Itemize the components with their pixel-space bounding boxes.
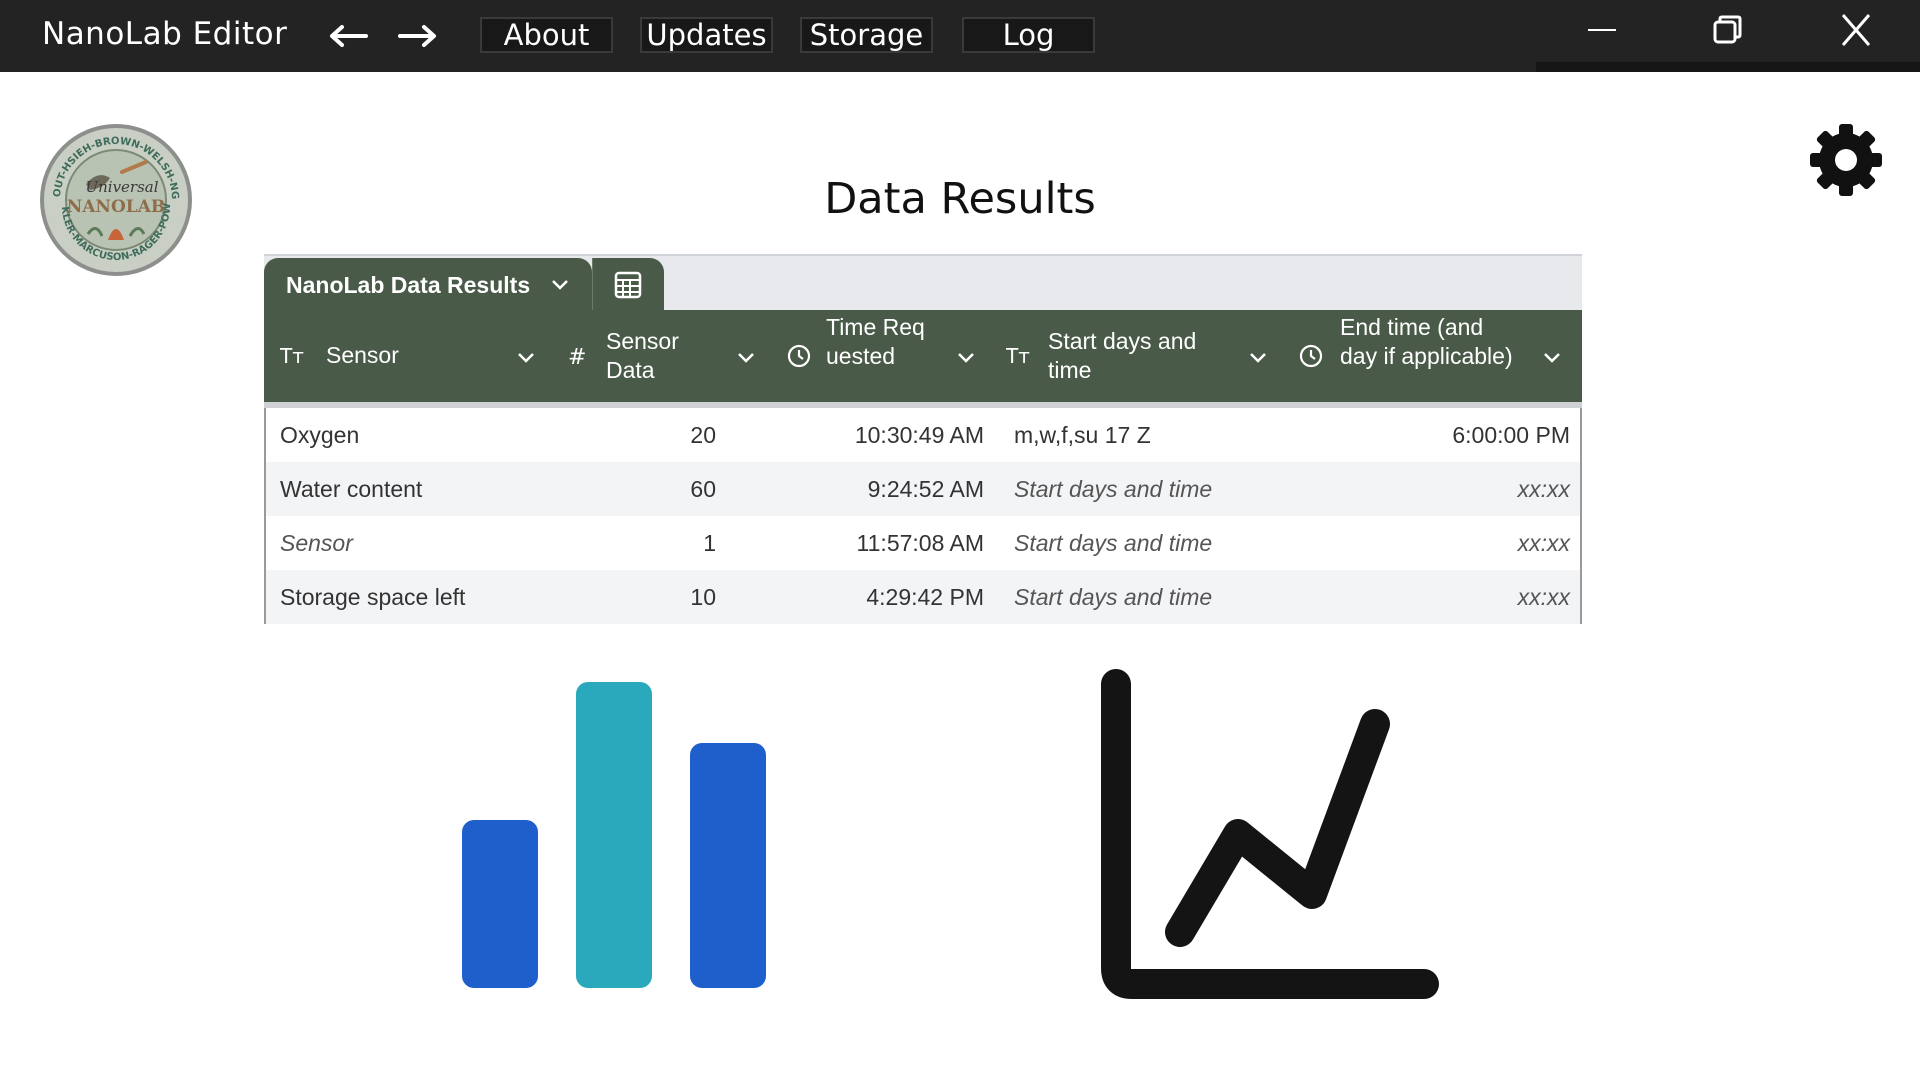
column-header-start-days[interactable]: Tт Start days and time xyxy=(992,310,1284,402)
cell-sensor: Storage space left xyxy=(280,584,466,610)
close-button[interactable] xyxy=(1832,12,1880,48)
cell-end-time: 6:00:00 PM xyxy=(1452,422,1570,448)
cell-sensor-data: 10 xyxy=(690,584,716,610)
cell-time-requested: 4:29:42 PM xyxy=(866,584,984,610)
arrow-right-icon xyxy=(398,25,436,47)
chevron-down-icon xyxy=(1250,353,1266,363)
back-button[interactable] xyxy=(326,20,370,52)
column-header-time-requested[interactable]: Time Requested xyxy=(772,310,992,402)
number-icon: # xyxy=(568,345,586,369)
restore-icon xyxy=(1713,15,1742,44)
chevron-down-icon xyxy=(518,353,534,363)
logo-nanolab-text: NANOLAB xyxy=(67,197,166,217)
column-header-sensor-data[interactable]: # Sensor Data xyxy=(552,310,772,402)
table-header-row: Tт Sensor # Sensor Data Time Requested T… xyxy=(264,310,1582,408)
bar-chart-icon-bar-2 xyxy=(576,682,652,988)
table-row[interactable]: Water content 60 9:24:52 AM Start days a… xyxy=(266,462,1580,516)
cell-sensor: Sensor xyxy=(280,530,353,556)
column-label: End time (and day if applicable) xyxy=(1340,314,1513,369)
minimize-button[interactable] xyxy=(1578,12,1626,48)
column-label: Start days and time xyxy=(1048,328,1197,383)
svg-text:Tт: Tт xyxy=(1006,344,1030,368)
cell-start-days: m,w,f,su 17 Z xyxy=(1014,422,1151,448)
bar-chart-icon-bar-3 xyxy=(690,743,766,988)
logo-universal-text: Universal xyxy=(85,178,158,196)
table-tab-bar: NanoLab Data Results xyxy=(264,254,1582,312)
svg-text:Tт: Tт xyxy=(280,344,304,368)
data-results-table: NanoLab Data Results Tт Sensor # Sensor … xyxy=(264,254,1582,630)
column-label: Sensor Data xyxy=(606,328,679,383)
menu-about[interactable]: About xyxy=(480,17,613,53)
cell-sensor-data: 60 xyxy=(690,476,716,502)
app-title: NanoLab Editor xyxy=(42,16,288,52)
bar-chart-icon[interactable] xyxy=(462,682,768,988)
cell-sensor: Water content xyxy=(280,476,423,502)
menu-updates[interactable]: Updates xyxy=(640,17,773,53)
minimize-icon xyxy=(1588,29,1616,31)
chevron-down-icon xyxy=(738,353,754,363)
restore-button[interactable] xyxy=(1703,12,1751,48)
column-header-end-time[interactable]: End time (and day if applicable) xyxy=(1284,310,1582,402)
clock-icon xyxy=(787,344,811,368)
close-icon xyxy=(1841,14,1871,46)
cell-end-time: xx:xx xyxy=(1517,584,1570,610)
cell-end-time: xx:xx xyxy=(1517,476,1570,502)
forward-button[interactable] xyxy=(396,20,440,52)
chevron-down-icon xyxy=(958,353,974,363)
arrow-left-icon xyxy=(330,25,368,47)
text-type-icon: Tт xyxy=(1006,344,1030,368)
title-bar: NanoLab Editor About Updates Storage Log xyxy=(0,0,1920,72)
table-grid-icon xyxy=(614,271,642,299)
grid-view-button[interactable] xyxy=(592,258,664,312)
cell-end-time: xx:xx xyxy=(1517,530,1570,556)
page-title: Data Results xyxy=(824,174,1096,224)
svg-text:#: # xyxy=(568,345,586,369)
menu-log[interactable]: Log xyxy=(962,17,1095,53)
clock-icon xyxy=(1299,344,1323,368)
menu-storage[interactable]: Storage xyxy=(800,17,933,53)
cell-sensor: Oxygen xyxy=(280,422,360,448)
gear-icon[interactable] xyxy=(1808,122,1884,198)
tab-nanolab-data-results[interactable]: NanoLab Data Results xyxy=(264,258,592,312)
bar-chart-icon-bar-1 xyxy=(462,820,538,988)
cell-sensor-data: 20 xyxy=(690,422,716,448)
cell-start-days: Start days and time xyxy=(1014,584,1213,610)
table-row[interactable]: Sensor 1 11:57:08 AM Start days and time… xyxy=(266,516,1580,570)
cell-sensor-data: 1 xyxy=(703,530,716,556)
column-label: Sensor xyxy=(326,342,399,368)
column-label: Time Requested xyxy=(826,314,925,369)
chevron-down-icon xyxy=(1544,353,1560,363)
cell-time-requested: 10:30:49 AM xyxy=(854,422,984,448)
cell-time-requested: 9:24:52 AM xyxy=(867,476,984,502)
nanolab-logo: TEMPLE-NAVOUT-HSIEH-BROWN-WELSH-NGUYEN-W… xyxy=(38,122,192,276)
cell-time-requested: 11:57:08 AM xyxy=(856,530,984,556)
table-row[interactable]: Storage space left 10 4:29:42 PM Start d… xyxy=(266,570,1580,624)
cell-start-days: Start days and time xyxy=(1014,530,1213,556)
table-body: Oxygen 20 10:30:49 AM m,w,f,su 17 Z 6:00… xyxy=(264,408,1582,624)
text-type-icon: Tт xyxy=(280,344,304,368)
chevron-down-icon xyxy=(552,280,568,290)
tab-label: NanoLab Data Results xyxy=(286,272,531,298)
column-header-sensor[interactable]: Tт Sensor xyxy=(264,310,552,402)
line-chart-icon[interactable] xyxy=(1100,668,1440,1004)
cell-start-days: Start days and time xyxy=(1014,476,1213,502)
table-row[interactable]: Oxygen 20 10:30:49 AM m,w,f,su 17 Z 6:00… xyxy=(266,408,1580,462)
title-bar-strip xyxy=(1536,62,1920,72)
